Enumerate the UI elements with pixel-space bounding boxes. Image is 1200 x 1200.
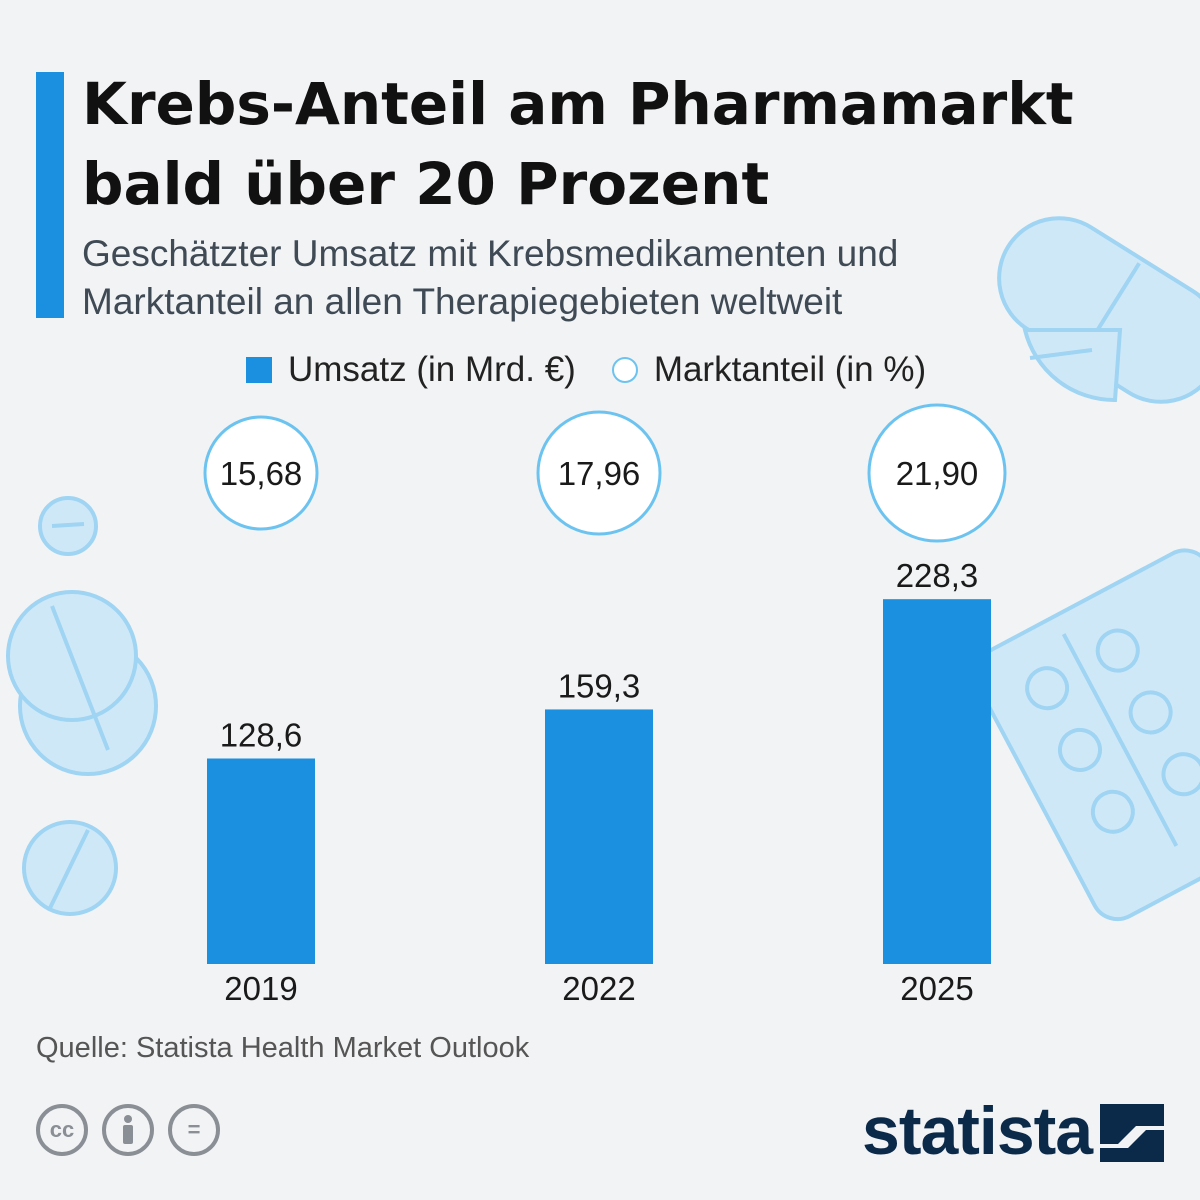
title-accent-bar bbox=[36, 72, 64, 318]
no-derivatives-icon[interactable]: = bbox=[168, 1104, 220, 1156]
share-circle-2019 bbox=[203, 415, 319, 531]
bar-2019 bbox=[207, 758, 315, 964]
cc-icon[interactable]: cc bbox=[36, 1104, 88, 1156]
share-value-label-2025: 21,90 bbox=[896, 455, 979, 492]
bar-2025 bbox=[883, 599, 991, 964]
bar-value-label-2025: 228,3 bbox=[896, 557, 979, 594]
license-icons: cc = bbox=[36, 1104, 220, 1156]
statista-logo-text[interactable]: statista bbox=[862, 1093, 1093, 1169]
legend-circle-label: Marktanteil (in %) bbox=[653, 350, 927, 389]
bar-value-label-2019: 128,6 bbox=[220, 716, 303, 753]
statista-logo-icon bbox=[1100, 1104, 1164, 1162]
legend-circle-swatch bbox=[611, 357, 638, 383]
share-circle-2025 bbox=[867, 403, 1007, 543]
legend: Umsatz (in Mrd. €) Marktanteil (in %) bbox=[246, 350, 926, 390]
share-circle-2022 bbox=[536, 410, 662, 536]
chart-title: Krebs-Anteil am Pharmamarkt bald über 20… bbox=[82, 70, 1074, 218]
chart-subtitle: Geschätzter Umsatz mit Krebsmedikamenten… bbox=[82, 233, 899, 322]
bar-2022 bbox=[545, 709, 653, 964]
x-tick-label-2022: 2022 bbox=[562, 970, 635, 1007]
source-note: Quelle: Statista Health Market Outlook bbox=[36, 1032, 530, 1064]
legend-bar-swatch bbox=[246, 357, 272, 383]
x-tick-label-2019: 2019 bbox=[224, 970, 297, 1007]
attribution-icon[interactable] bbox=[102, 1104, 154, 1156]
x-tick-label-2025: 2025 bbox=[900, 970, 973, 1007]
bar-value-label-2022: 159,3 bbox=[558, 667, 641, 704]
share-value-label-2019: 15,68 bbox=[220, 455, 303, 492]
share-value-label-2022: 17,96 bbox=[558, 455, 641, 492]
legend-bar-label: Umsatz (in Mrd. €) bbox=[288, 350, 576, 389]
